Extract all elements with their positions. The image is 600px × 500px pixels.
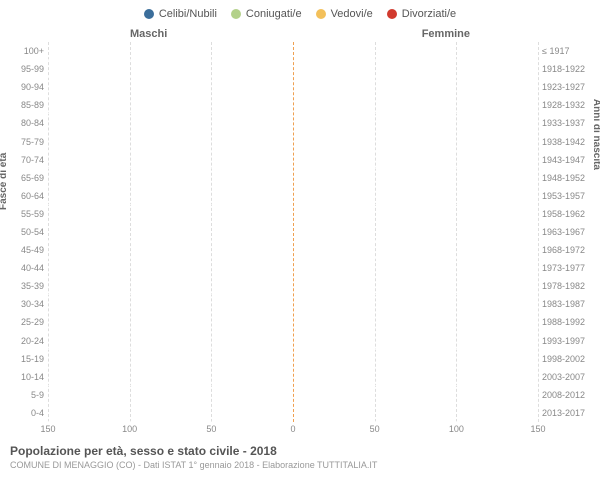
y-tick-age: 80-84 xyxy=(10,114,48,132)
pyramid-row xyxy=(48,78,538,96)
y-tick-age: 15-19 xyxy=(10,350,48,368)
plot-area: 100+95-9990-9485-8980-8475-7970-7465-696… xyxy=(10,42,590,422)
x-tick: 50 xyxy=(370,424,380,434)
y-tick-age: 95-99 xyxy=(10,60,48,78)
y-tick-birth: 1998-2002 xyxy=(538,350,590,368)
pyramid-row xyxy=(48,114,538,132)
y-tick-birth: 1983-1987 xyxy=(538,295,590,313)
pyramid-row xyxy=(48,60,538,78)
y-tick-birth: 1958-1962 xyxy=(538,205,590,223)
legend-label: Divorziati/e xyxy=(402,8,456,20)
pyramid-row xyxy=(48,169,538,187)
pyramid-row xyxy=(48,368,538,386)
y-tick-birth: 2013-2017 xyxy=(538,404,590,422)
y-tick-age: 40-44 xyxy=(10,259,48,277)
x-tick: 150 xyxy=(40,424,55,434)
chart-subtitle: COMUNE DI MENAGGIO (CO) - Dati ISTAT 1° … xyxy=(10,460,590,470)
y-tick-birth: 2008-2012 xyxy=(538,386,590,404)
y-tick-birth: 1933-1937 xyxy=(538,114,590,132)
y-tick-age: 45-49 xyxy=(10,241,48,259)
legend-dot xyxy=(144,9,154,19)
y-tick-birth: 1943-1947 xyxy=(538,151,590,169)
pyramid-row xyxy=(48,259,538,277)
y-tick-birth: ≤ 1917 xyxy=(538,42,590,60)
y-tick-age: 35-39 xyxy=(10,277,48,295)
y-tick-age: 60-64 xyxy=(10,187,48,205)
female-label: Femmine xyxy=(422,28,470,40)
y-tick-birth: 1923-1927 xyxy=(538,78,590,96)
pyramid-row xyxy=(48,386,538,404)
pyramid-row xyxy=(48,205,538,223)
pyramid-row xyxy=(48,42,538,60)
y-axis-left: 100+95-9990-9485-8980-8475-7970-7465-696… xyxy=(10,42,48,422)
y-tick-birth: 1948-1952 xyxy=(538,169,590,187)
legend-item: Vedovi/e xyxy=(316,8,373,20)
y-tick-age: 25-29 xyxy=(10,313,48,331)
x-axis: 15010050050100150 xyxy=(48,424,538,438)
legend-dot xyxy=(387,9,397,19)
legend-dot xyxy=(316,9,326,19)
pyramid-row xyxy=(48,332,538,350)
y-tick-birth: 1928-1932 xyxy=(538,96,590,114)
y-tick-birth: 1978-1982 xyxy=(538,277,590,295)
gender-labels: Maschi Femmine xyxy=(10,28,590,42)
y-tick-age: 85-89 xyxy=(10,96,48,114)
y-tick-age: 50-54 xyxy=(10,223,48,241)
y-tick-birth: 1973-1977 xyxy=(538,259,590,277)
legend-label: Celibi/Nubili xyxy=(159,8,217,20)
legend-label: Vedovi/e xyxy=(331,8,373,20)
male-label: Maschi xyxy=(130,28,167,40)
y-tick-age: 75-79 xyxy=(10,132,48,150)
x-tick: 50 xyxy=(206,424,216,434)
pyramid-row xyxy=(48,404,538,422)
y-tick-age: 0-4 xyxy=(10,404,48,422)
legend-item: Divorziati/e xyxy=(387,8,456,20)
pyramid-row xyxy=(48,132,538,150)
y-axis-right: ≤ 19171918-19221923-19271928-19321933-19… xyxy=(538,42,590,422)
x-tick: 100 xyxy=(122,424,137,434)
legend-item: Coniugati/e xyxy=(231,8,302,20)
grid-line xyxy=(538,42,539,422)
pyramid-row xyxy=(48,151,538,169)
legend-dot xyxy=(231,9,241,19)
y-tick-birth: 1968-1972 xyxy=(538,241,590,259)
pyramid-row xyxy=(48,277,538,295)
y-tick-age: 5-9 xyxy=(10,386,48,404)
pyramid-row xyxy=(48,96,538,114)
y-tick-age: 65-69 xyxy=(10,169,48,187)
y-tick-age: 55-59 xyxy=(10,205,48,223)
legend-label: Coniugati/e xyxy=(246,8,302,20)
chart-title: Popolazione per età, sesso e stato civil… xyxy=(10,444,590,458)
bars xyxy=(48,42,538,422)
x-tick: 0 xyxy=(290,424,295,434)
y-tick-birth: 1988-1992 xyxy=(538,313,590,331)
y-tick-birth: 1938-1942 xyxy=(538,132,590,150)
y-tick-age: 90-94 xyxy=(10,78,48,96)
y-axis-left-title: Fasce di età xyxy=(0,153,9,210)
footer: Popolazione per età, sesso e stato civil… xyxy=(10,444,590,470)
y-tick-birth: 1918-1922 xyxy=(538,60,590,78)
y-tick-age: 10-14 xyxy=(10,368,48,386)
y-tick-age: 20-24 xyxy=(10,332,48,350)
y-tick-birth: 1953-1957 xyxy=(538,187,590,205)
x-tick: 150 xyxy=(530,424,545,434)
pyramid-row xyxy=(48,295,538,313)
pyramid-row xyxy=(48,187,538,205)
y-tick-age: 30-34 xyxy=(10,295,48,313)
pyramid-row xyxy=(48,313,538,331)
y-tick-age: 100+ xyxy=(10,42,48,60)
legend-item: Celibi/Nubili xyxy=(144,8,217,20)
pyramid-row xyxy=(48,350,538,368)
pyramid-row xyxy=(48,241,538,259)
x-tick: 100 xyxy=(449,424,464,434)
pyramid-row xyxy=(48,223,538,241)
plot xyxy=(48,42,538,422)
legend: Celibi/Nubili Coniugati/e Vedovi/e Divorzia… xyxy=(10,8,590,20)
y-axis-right-title: Anni di nascita xyxy=(591,99,600,170)
population-pyramid-chart: Celibi/Nubili Coniugati/e Vedovi/e Divorzia… xyxy=(0,0,600,500)
y-tick-birth: 2003-2007 xyxy=(538,368,590,386)
y-tick-birth: 1993-1997 xyxy=(538,332,590,350)
y-tick-age: 70-74 xyxy=(10,151,48,169)
y-tick-birth: 1963-1967 xyxy=(538,223,590,241)
